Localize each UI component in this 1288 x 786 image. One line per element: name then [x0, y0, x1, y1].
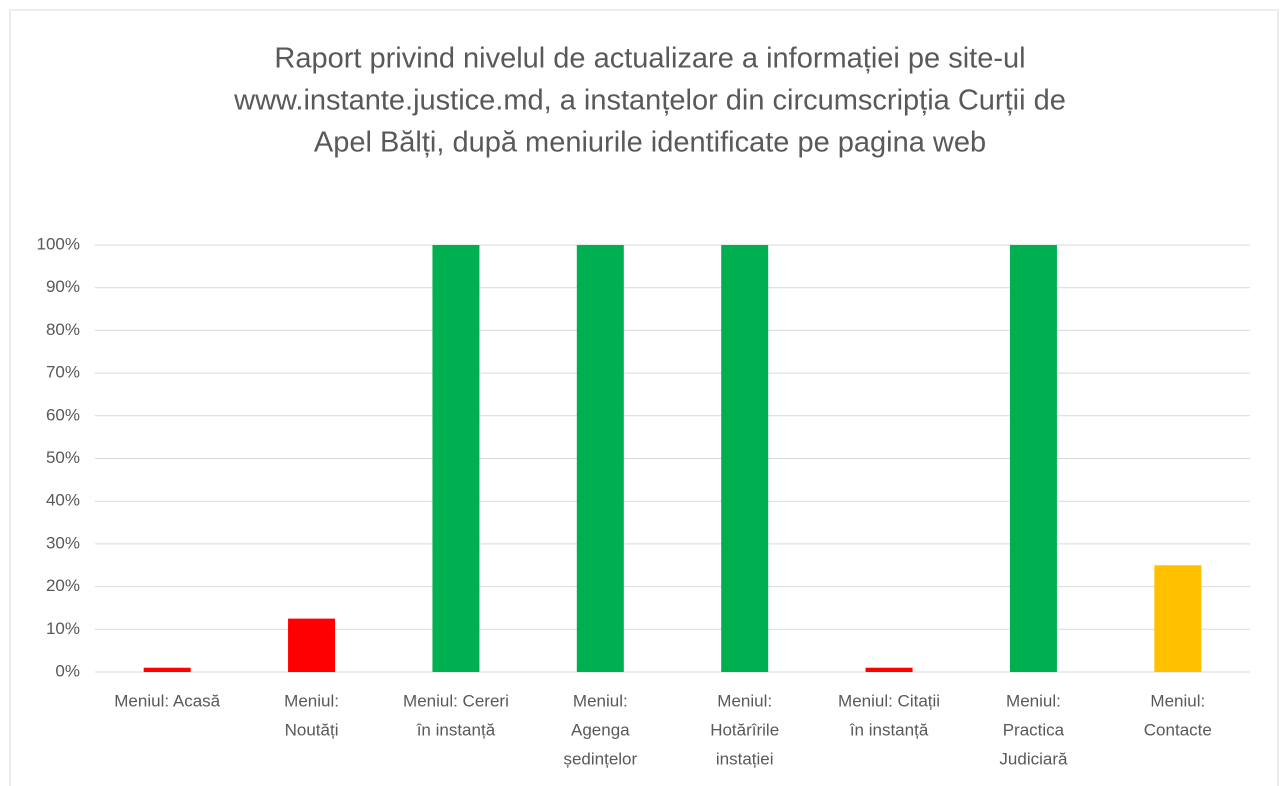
y-tick-label: 0%: [55, 661, 80, 680]
bar: [1154, 565, 1202, 672]
y-tick-label: 50%: [46, 448, 80, 467]
y-tick-label: 40%: [46, 491, 80, 510]
y-tick-label: 100%: [37, 234, 80, 253]
x-tick-label: Practica: [1003, 720, 1065, 739]
x-tick-label: ședințelor: [563, 749, 637, 768]
y-tick-label: 60%: [46, 405, 80, 424]
x-tick-label: Meniul:: [1150, 691, 1205, 710]
x-tick-label: Meniul:: [717, 691, 772, 710]
bar: [143, 667, 191, 672]
chart-frame: [9, 9, 1279, 786]
x-tick-label: instației: [716, 749, 774, 768]
y-tick-label: 90%: [46, 277, 80, 296]
x-tick-label: Meniul:: [1006, 691, 1061, 710]
x-tick-label: Noutăți: [285, 720, 339, 739]
y-tick-label: 30%: [46, 533, 80, 552]
chart-title: Apel Bălți, după meniurile identificate …: [314, 127, 986, 159]
x-tick-label: Meniul: Cereri: [403, 691, 509, 710]
x-tick-label: Judiciară: [999, 749, 1068, 768]
bar: [1009, 245, 1057, 672]
bar: [288, 618, 336, 672]
y-tick-label: 20%: [46, 576, 80, 595]
chart-title: www.instante.justice.md, a instanțelor d…: [233, 85, 1066, 117]
y-tick-label: 70%: [46, 363, 80, 382]
chart-title: Raport privind nivelul de actualizare a …: [274, 43, 1025, 75]
x-tick-label: în instanță: [849, 720, 929, 739]
x-tick-label: Meniul:: [284, 691, 339, 710]
x-tick-label: Meniul: Acasă: [114, 691, 220, 710]
bar: [432, 245, 480, 672]
bar: [576, 245, 624, 672]
bar: [865, 667, 913, 672]
x-tick-label: Meniul: Citații: [838, 691, 940, 710]
x-tick-label: Contacte: [1144, 720, 1212, 739]
y-tick-label: 80%: [46, 320, 80, 339]
x-tick-label: Hotărîrile: [710, 720, 779, 739]
x-tick-label: Meniul:: [573, 691, 628, 710]
x-tick-label: în instanță: [416, 720, 496, 739]
x-tick-label: Agenga: [571, 720, 630, 739]
y-tick-label: 10%: [46, 619, 80, 638]
bar: [721, 245, 769, 672]
